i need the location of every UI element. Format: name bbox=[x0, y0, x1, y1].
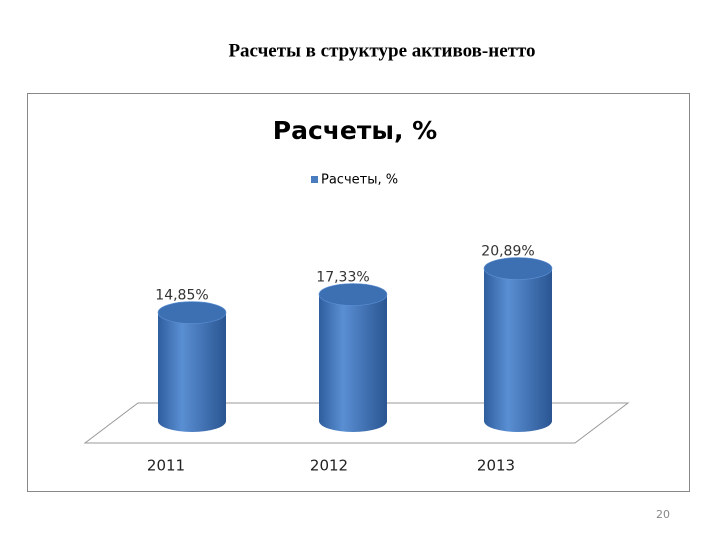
chart-title: Расчеты, % bbox=[273, 116, 437, 145]
slide-title: Расчеты в структуре активов-нетто bbox=[228, 40, 535, 61]
floor bbox=[83, 402, 630, 444]
legend-label: Расчеты, % bbox=[321, 173, 398, 188]
cylinder-top bbox=[318, 283, 388, 306]
data-label: 20,89% bbox=[481, 244, 534, 260]
data-label: 14,85% bbox=[155, 288, 208, 304]
x-tick-label: 2011 bbox=[147, 457, 185, 475]
cylinder-top bbox=[483, 257, 553, 280]
x-tick-label: 2012 bbox=[310, 457, 348, 475]
legend-swatch bbox=[311, 176, 318, 183]
x-tick-label: 2013 bbox=[477, 457, 515, 475]
cylinder-body bbox=[158, 312, 226, 432]
data-label: 17,33% bbox=[316, 269, 369, 285]
cylinder-body bbox=[319, 294, 387, 432]
cylinder-body bbox=[484, 268, 552, 432]
slide-number: 20 bbox=[656, 508, 670, 521]
cylinder-top bbox=[157, 301, 227, 324]
